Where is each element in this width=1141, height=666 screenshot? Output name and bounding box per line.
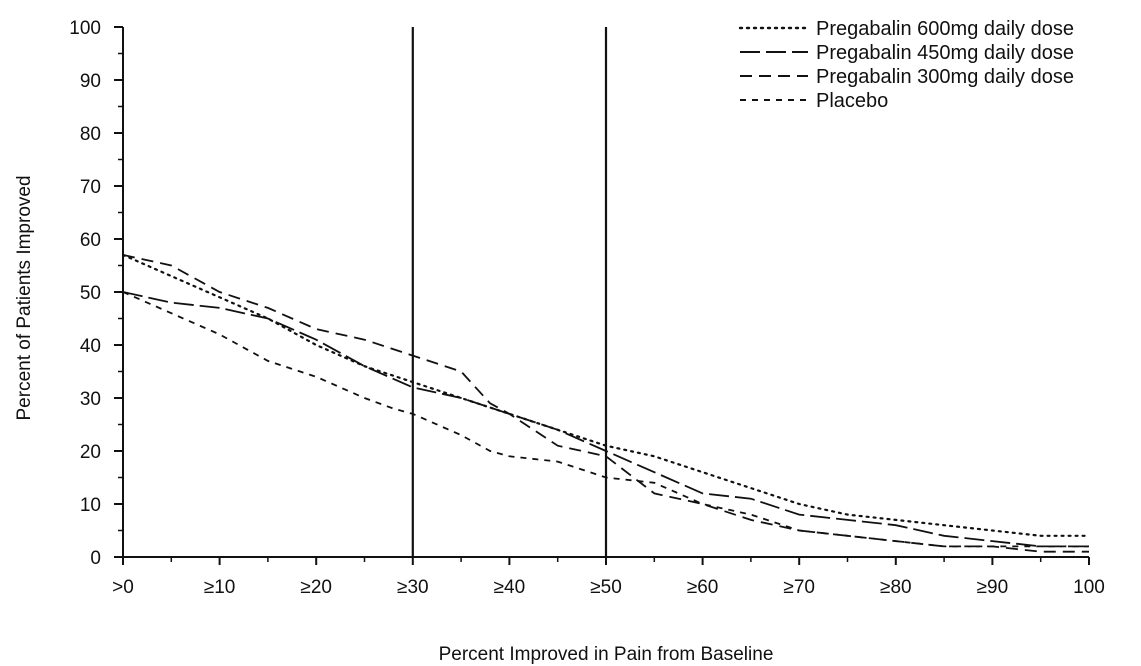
y-tick-label: 30 [80,389,101,410]
reference-lines [411,27,608,557]
x-tick-label: >0 [112,577,134,598]
y-tick-label: 60 [80,230,101,251]
x-tick-label: ≥30 [397,577,429,598]
series-line-3 [122,291,1089,548]
legend-label-3: Placebo [816,90,888,112]
y-tick-label: 80 [80,124,101,145]
x-tick-label: ≥70 [783,577,815,598]
x-axis-ticks: >0 ≥10 ≥20 ≥30 ≥40 ≥50 ≥60 ≥70 ≥80 ≥90 100 [112,557,1105,598]
series-line-1 [122,291,1089,548]
y-axis-label: Percent of Patients Improved [14,175,35,420]
x-tick-label: ≥20 [300,577,332,598]
x-tick-label: 100 [1073,577,1105,598]
x-tick-label: ≥50 [590,577,622,598]
legend-label-2: Pregabalin 300mg daily dose [816,66,1074,88]
y-tick-label: 100 [69,18,101,39]
series-line-0 [121,253,1091,537]
y-tick-label: 10 [80,495,101,516]
y-tick-label: 40 [80,336,101,357]
y-tick-label: 70 [80,177,101,198]
y-axis-ticks: 0 10 20 30 40 50 60 70 80 90 100 [69,18,123,569]
x-tick-label: ≥40 [494,577,526,598]
series-lines [121,253,1091,553]
legend-label-0: Pregabalin 600mg daily dose [816,18,1074,40]
x-tick-label: ≥90 [977,577,1009,598]
x-tick-label: ≥10 [204,577,236,598]
y-tick-label: 90 [80,71,101,92]
x-axis-label: Percent Improved in Pain from Baseline [439,644,774,665]
legend-label-1: Pregabalin 450mg daily dose [816,42,1074,64]
x-tick-label: ≥60 [687,577,719,598]
y-tick-label: 50 [80,283,101,304]
x-tick-label: ≥80 [880,577,912,598]
y-tick-label: 0 [90,548,101,569]
y-tick-label: 20 [80,442,101,463]
